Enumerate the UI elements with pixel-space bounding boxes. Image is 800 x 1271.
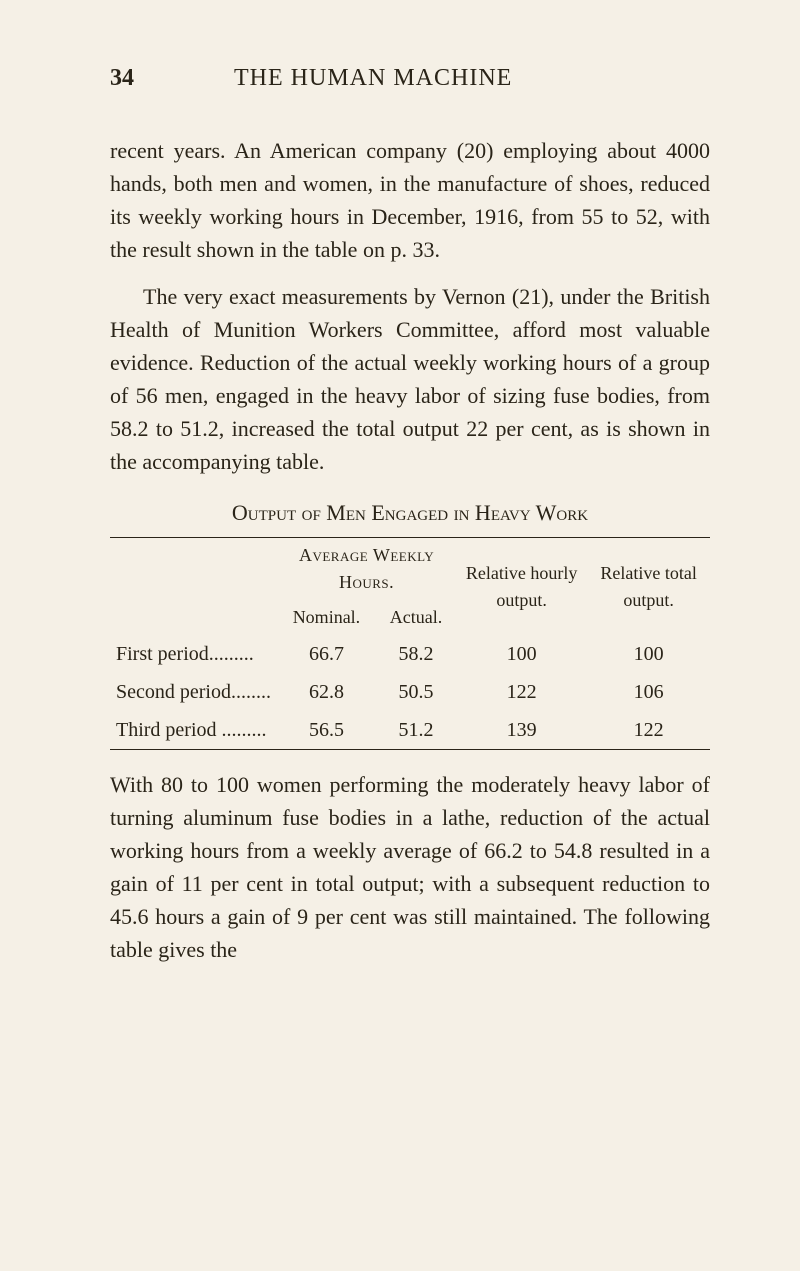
page: 34 THE HUMAN MACHINE recent years. An Am…	[0, 0, 800, 1271]
th-rel-hourly: Relative hourly output.	[456, 538, 587, 636]
table-caption: Output of Men Engaged in Heavy Work	[110, 496, 710, 529]
cell-hourly: 122	[456, 673, 587, 711]
row-label: Third period .........	[116, 719, 267, 741]
table-row: Third period ......... 56.5 51.2 139 122	[110, 711, 710, 750]
row-label: First period.........	[116, 643, 254, 665]
output-table: Average Weekly Hours. Relative hourly ou…	[110, 537, 710, 750]
th-avg-hours: Average Weekly Hours.	[277, 538, 456, 601]
table-row: Second period........ 62.8 50.5 122 106	[110, 673, 710, 711]
paragraph-2: The very exact measurements by Vernon (2…	[110, 280, 710, 478]
cell-actual: 58.2	[376, 635, 456, 673]
cell-nominal: 56.5	[277, 711, 376, 750]
cell-nominal: 66.7	[277, 635, 376, 673]
page-title: THE HUMAN MACHINE	[234, 60, 512, 96]
cell-hourly: 100	[456, 635, 587, 673]
row-label: Second period........	[116, 681, 271, 703]
paragraph-3: With 80 to 100 women performing the mode…	[110, 768, 710, 966]
running-head: 34 THE HUMAN MACHINE	[110, 60, 710, 96]
th-nominal: Nominal.	[277, 600, 376, 635]
paragraph-1: recent years. An American company (20) e…	[110, 134, 710, 266]
cell-actual: 50.5	[376, 673, 456, 711]
cell-actual: 51.2	[376, 711, 456, 750]
cell-nominal: 62.8	[277, 673, 376, 711]
cell-total: 106	[587, 673, 710, 711]
cell-total: 100	[587, 635, 710, 673]
cell-total: 122	[587, 711, 710, 750]
page-number: 34	[110, 60, 134, 96]
th-rel-total: Relative total output.	[587, 538, 710, 636]
th-blank	[110, 538, 277, 636]
th-actual: Actual.	[376, 600, 456, 635]
cell-hourly: 139	[456, 711, 587, 750]
table-row: First period......... 66.7 58.2 100 100	[110, 635, 710, 673]
